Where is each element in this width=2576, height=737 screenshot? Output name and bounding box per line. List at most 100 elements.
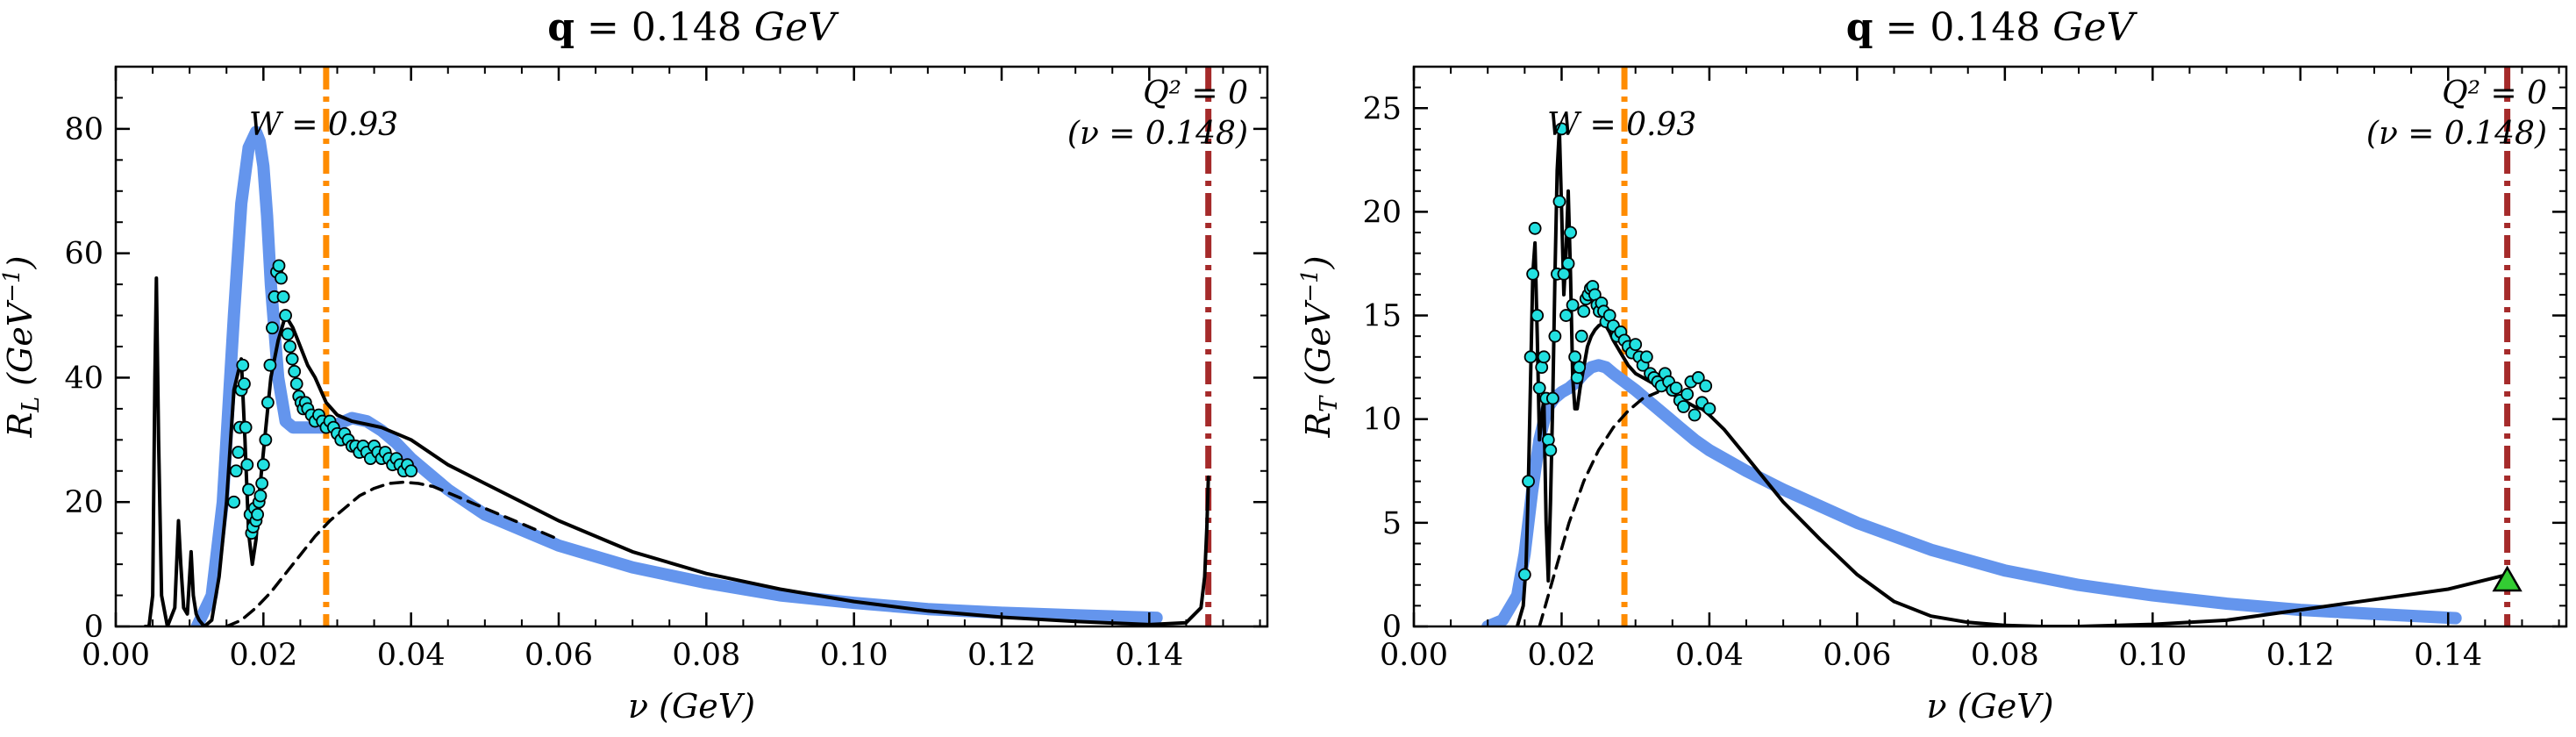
data-point (1526, 267, 1540, 281)
data-point (283, 340, 297, 354)
data-point (1528, 221, 1542, 235)
y-label-sub: T (1316, 395, 1343, 412)
data-point (253, 489, 268, 503)
y-tick-label: 20 (1362, 195, 1402, 230)
data-point (288, 364, 302, 378)
y-tick-label: 0 (1382, 610, 1402, 645)
data-point (1680, 387, 1695, 401)
w-threshold-annotation: W = 0.93 (249, 107, 398, 143)
x-tick-label: 0.06 (1823, 638, 1891, 673)
data-point (1566, 298, 1580, 312)
data-point (239, 420, 253, 434)
x-tick-label: 0.04 (1675, 638, 1744, 673)
data-point (1570, 371, 1584, 384)
y-label-close: ) (1299, 256, 1338, 270)
y-tick-label: 25 (1362, 91, 1402, 126)
x-tick-label: 0.08 (672, 638, 740, 673)
axes-frame (1412, 65, 2568, 628)
y-tick-label: 15 (1362, 299, 1402, 334)
title-unit-part: GeV (2052, 5, 2137, 50)
w-threshold-annotation: W = 0.93 (1547, 107, 1696, 143)
y-tick-label: 0 (84, 610, 103, 645)
series-line-dashed (225, 480, 560, 626)
data-point (1531, 309, 1545, 322)
series-line-dashed (1538, 390, 1659, 626)
data-point (1517, 568, 1531, 582)
data-point (1677, 400, 1690, 413)
data-point (1537, 350, 1551, 364)
title-bold-part: q (547, 5, 574, 50)
x-tick-label: 0.12 (967, 638, 1036, 673)
data-point (1545, 391, 1559, 405)
data-point (1522, 475, 1535, 488)
series-line-solid (143, 276, 1210, 626)
y-tick-label: 40 (64, 361, 103, 396)
x-tick-label: 0.02 (1527, 638, 1595, 673)
y-axis-label: RT (GeV−1) (1297, 256, 1343, 439)
x-tick-label: 0.10 (820, 638, 888, 673)
x-tick-label: 0.12 (2266, 638, 2335, 673)
y-label-main: R (1, 412, 39, 439)
data-point (404, 464, 418, 478)
y-tick-label: 10 (1362, 403, 1402, 438)
data-point (236, 358, 250, 372)
data-point (1574, 329, 1588, 343)
y-label-main: R (1299, 412, 1338, 439)
x-tick-label: 0.00 (1380, 638, 1448, 673)
q2-annotation-line2: (ν = 0.148) (1067, 116, 1248, 152)
data-point (1561, 257, 1575, 270)
data-point (227, 495, 241, 509)
data-point (285, 352, 299, 366)
data-point (1691, 371, 1705, 384)
data-point (272, 259, 286, 273)
data-point (229, 464, 243, 478)
y-label-sub: L (18, 397, 45, 413)
data-point (232, 446, 246, 459)
x-tick-label: 0.10 (2118, 638, 2187, 673)
x-tick-label: 0.04 (377, 638, 446, 673)
data-point (256, 458, 270, 472)
data-point (276, 290, 290, 304)
title-unit-part: GeV (754, 5, 839, 50)
data-point (281, 327, 295, 341)
data-point (1535, 361, 1549, 375)
y-label-unit: (GeV (1, 299, 39, 397)
data-point (238, 377, 251, 390)
data-point (1548, 329, 1562, 343)
x-tick-label: 0.14 (2414, 638, 2482, 673)
data-point (1577, 304, 1591, 318)
q2-annotation-line1: Q² = 0 (2442, 75, 2547, 111)
data-point (289, 377, 303, 390)
data-point (1688, 408, 1702, 422)
data-point (1559, 309, 1573, 322)
data-point (1573, 361, 1587, 375)
data-point (260, 396, 275, 410)
title-value-part: = 0.148 (1873, 5, 2053, 50)
plot-area (1481, 67, 2511, 626)
series-line-thick (190, 125, 1163, 626)
q2-annotation-line1: Q² = 0 (1143, 75, 1248, 111)
chart-title: q = 0.148 GeV (1846, 5, 2138, 50)
x-tick-label: 0.00 (82, 638, 150, 673)
q2-annotation-line2: (ν = 0.148) (2366, 116, 2547, 152)
data-point (1541, 433, 1555, 447)
x-axis-label: ν (GeV) (1926, 687, 2053, 726)
y-axis-label: RL (GeV−1) (0, 256, 45, 439)
data-point (275, 271, 288, 285)
y-tick-label: 20 (64, 485, 103, 520)
data-point (1523, 350, 1538, 364)
x-tick-label: 0.06 (524, 638, 593, 673)
data-point (266, 321, 279, 335)
data-point (1564, 225, 1577, 240)
title-bold-part: q (1846, 5, 1873, 50)
data-point (1639, 350, 1653, 364)
data-point (1555, 122, 1568, 136)
series-line-thick (1481, 359, 2462, 626)
data-point (263, 358, 277, 372)
data-point (1702, 402, 1716, 416)
y-tick-label: 60 (64, 237, 103, 272)
data-point (279, 309, 292, 322)
y-label-sup: −1 (1297, 268, 1324, 302)
y-tick-label: 80 (64, 112, 103, 147)
title-value-part: = 0.148 (574, 5, 754, 50)
